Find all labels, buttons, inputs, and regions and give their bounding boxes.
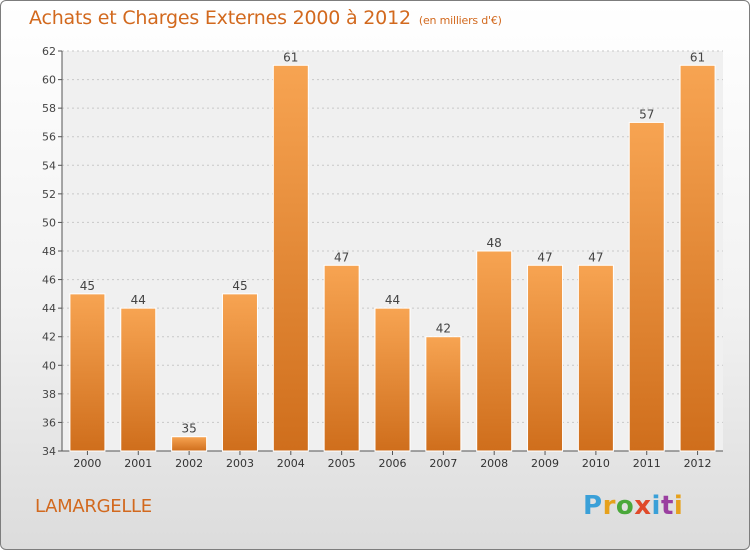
y-tick-label: 42 — [42, 331, 56, 344]
logo-letter: r — [602, 491, 616, 521]
y-tick-label: 60 — [42, 74, 56, 87]
bar-value-label: 42 — [436, 322, 451, 336]
x-tick-label: 2000 — [73, 457, 101, 470]
x-tick-label: 2011 — [633, 457, 661, 470]
proxiti-logo: Proxiti — [583, 491, 683, 521]
bar-value-label: 47 — [334, 250, 349, 264]
y-tick-label: 34 — [42, 445, 56, 458]
bar-value-label: 61 — [283, 50, 298, 64]
bar — [476, 250, 513, 452]
y-tick-label: 44 — [42, 302, 56, 315]
commune-name: LAMARGELLE — [35, 496, 152, 517]
y-tick-label: 62 — [42, 45, 56, 58]
chart-title: Achats et Charges Externes 2000 à 2012 (e… — [29, 7, 502, 29]
bar — [171, 436, 208, 452]
bar — [425, 336, 462, 452]
bar-value-label: 61 — [690, 50, 705, 64]
y-tick-label: 56 — [42, 131, 56, 144]
x-tick-label: 2002 — [175, 457, 203, 470]
bar-value-label: 57 — [639, 107, 654, 121]
chart-subtitle: (en milliers d'€) — [418, 14, 502, 27]
y-tick-label: 38 — [42, 388, 56, 401]
y-tick-label: 54 — [42, 159, 56, 172]
bar — [221, 293, 258, 452]
x-tick-label: 2004 — [277, 457, 305, 470]
bar-value-label: 44 — [131, 293, 146, 307]
x-tick-label: 2010 — [582, 457, 610, 470]
chart-title-text: Achats et Charges Externes 2000 à 2012 — [29, 7, 411, 29]
x-tick-label: 2009 — [531, 457, 559, 470]
y-tick-label: 46 — [42, 274, 56, 287]
bar-value-label: 47 — [588, 250, 603, 264]
bar-value-label: 48 — [487, 236, 502, 250]
x-tick-label: 2007 — [429, 457, 457, 470]
logo-letter: o — [615, 491, 635, 521]
bar — [628, 121, 665, 452]
bar-value-label: 35 — [181, 422, 196, 436]
bar — [323, 264, 360, 452]
logo-letter: x — [634, 491, 652, 521]
logo-letter: t — [660, 491, 674, 521]
bar — [577, 264, 614, 452]
bar — [272, 64, 309, 452]
x-tick-label: 2006 — [379, 457, 407, 470]
y-tick-label: 52 — [42, 188, 56, 201]
logo-letter: i — [651, 491, 661, 521]
y-tick-label: 40 — [42, 359, 56, 372]
x-tick-label: 2012 — [684, 457, 712, 470]
y-tick-label: 50 — [42, 216, 56, 229]
bar-value-label: 45 — [232, 279, 247, 293]
logo-letter: i — [673, 491, 684, 521]
x-tick-label: 2008 — [480, 457, 508, 470]
logo-letter: P — [583, 491, 603, 521]
y-tick-label: 36 — [42, 416, 56, 429]
bar — [679, 64, 716, 452]
x-tick-label: 2003 — [226, 457, 254, 470]
bar — [527, 264, 564, 452]
bar-value-label: 45 — [80, 279, 95, 293]
x-tick-label: 2001 — [124, 457, 152, 470]
bar-value-label: 47 — [537, 250, 552, 264]
bar — [374, 307, 411, 452]
bar — [69, 293, 106, 452]
bar — [120, 307, 157, 452]
x-tick-label: 2005 — [328, 457, 356, 470]
y-tick-label: 58 — [42, 102, 56, 115]
y-tick-label: 48 — [42, 245, 56, 258]
bar-value-label: 44 — [385, 293, 400, 307]
